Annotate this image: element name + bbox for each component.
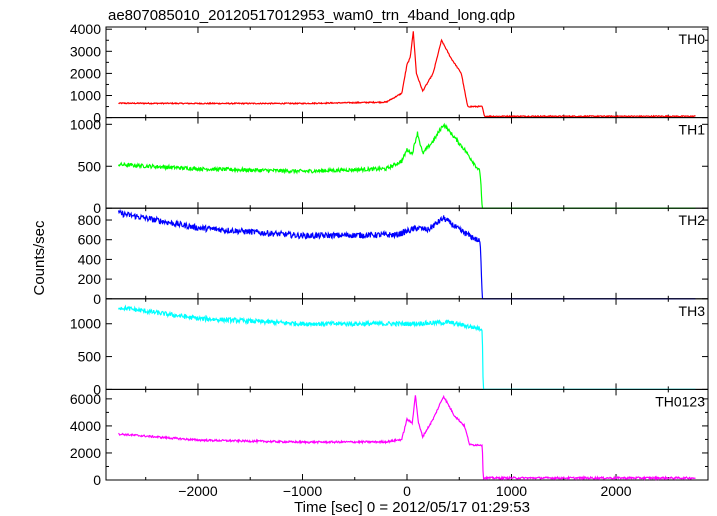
y-tick-label: 0	[93, 291, 101, 307]
x-tick-label: 0	[403, 483, 411, 499]
y-tick-label: 200	[78, 271, 102, 287]
y-tick-label: 4000	[70, 418, 101, 434]
y-tick-label: 800	[78, 212, 102, 228]
y-tick-label: 0	[93, 472, 101, 488]
y-tick-label: 2000	[70, 65, 101, 81]
series-th0123	[118, 394, 696, 481]
series-th2	[117, 208, 696, 300]
y-tick-label: 600	[78, 232, 102, 248]
panel-name-label: TH3	[679, 303, 706, 319]
y-tick-label: 0	[93, 110, 101, 126]
y-tick-label: 400	[78, 251, 102, 267]
panel-name-label: TH0123	[655, 393, 705, 409]
panel-th3: 0 500 1000 TH3	[70, 298, 709, 397]
x-tick-label: −2000	[178, 483, 218, 499]
panel-name-label: TH1	[679, 122, 706, 138]
x-tick-label: 2000	[600, 483, 631, 499]
y-tick-label: 500	[78, 349, 102, 365]
panel-th0123: 0 2000 4000 6000 TH0123	[70, 388, 709, 488]
panel-frame	[105, 388, 709, 481]
series-th3	[117, 304, 696, 390]
panel-name-label: TH0	[679, 31, 706, 47]
series-th0	[118, 31, 696, 118]
panel-th1: 0 500 1000 TH1	[70, 116, 709, 216]
y-tick-label: 500	[78, 158, 102, 174]
y-tick-label: 1000	[70, 116, 101, 132]
x-axis-label: Time [sec] 0 = 2012/05/17 01:29:53	[294, 499, 530, 516]
series-th1	[117, 122, 696, 209]
y-axis-label: Counts/sec	[31, 220, 48, 296]
x-tick-label: 1000	[496, 483, 527, 499]
panel-th0: 0 1000 2000 3000 4000 TH0	[70, 21, 709, 126]
y-tick-label: 0	[93, 381, 101, 397]
y-tick-label: 1000	[70, 316, 101, 332]
y-tick-label: 0	[93, 200, 101, 216]
panel-frame	[105, 117, 709, 209]
y-tick-label: 6000	[70, 391, 101, 407]
panel-frame	[105, 298, 709, 390]
chart-title: ae807085010_20120517012953_wam0_trn_4ban…	[108, 7, 515, 24]
y-tick-label: 2000	[70, 445, 101, 461]
panel-frame	[105, 207, 709, 300]
y-tick-label: 1000	[70, 88, 101, 104]
panel-name-label: TH2	[679, 212, 706, 228]
y-tick-label: 4000	[70, 21, 101, 37]
y-tick-label: 3000	[70, 43, 101, 59]
panel-th2: 0 200 400 600 800 TH2	[78, 207, 709, 307]
x-tick-label: −1000	[283, 483, 323, 499]
